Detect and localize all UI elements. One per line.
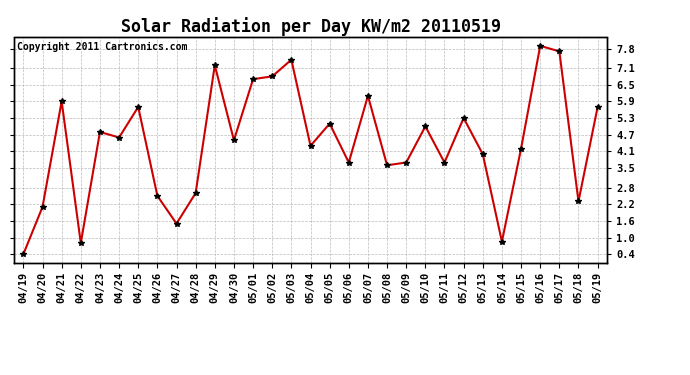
Text: Copyright 2011 Cartronics.com: Copyright 2011 Cartronics.com xyxy=(17,42,187,52)
Title: Solar Radiation per Day KW/m2 20110519: Solar Radiation per Day KW/m2 20110519 xyxy=(121,17,500,36)
